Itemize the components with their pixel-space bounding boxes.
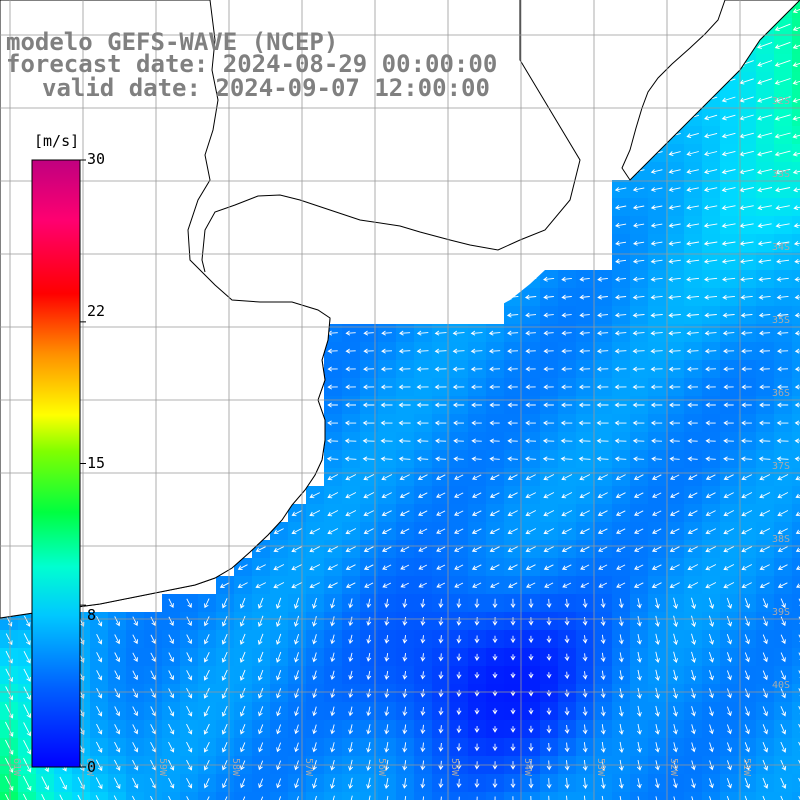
wind-speed-cell — [18, 792, 36, 800]
wind-speed-cell — [792, 792, 800, 800]
wind-speed-cell — [90, 792, 108, 800]
wind-speed-cell — [792, 720, 800, 738]
wind-speed-cell — [792, 468, 800, 486]
longitude-label: 61W — [11, 758, 22, 777]
wind-speed-cell — [180, 792, 198, 800]
wind-speed-cell — [702, 792, 720, 800]
longitude-label: 57W — [303, 758, 314, 777]
latitude-label: 39S — [772, 607, 790, 618]
wind-speed-cell — [648, 792, 666, 800]
wind-speed-cell — [792, 486, 800, 504]
wind-speed-cell — [198, 792, 216, 800]
wind-speed-cell — [342, 792, 360, 800]
longitude-label: 54W — [522, 758, 533, 777]
wind-speed-cell — [792, 540, 800, 558]
colorbar-tick-label: 8 — [87, 606, 96, 624]
wind-speed-cell — [324, 792, 342, 800]
latitude-label: 35S — [772, 315, 790, 326]
wind-speed-cell — [666, 792, 684, 800]
wind-speed-cell — [792, 108, 800, 126]
wind-speed-cell — [270, 792, 288, 800]
wind-speed-cell — [792, 666, 800, 684]
wind-speed-cell — [0, 792, 18, 800]
longitude-label: 51W — [741, 758, 752, 777]
wind-speed-cell — [54, 792, 72, 800]
wind-speed-cell — [288, 792, 306, 800]
colorbar-unit-label: [m/s] — [34, 132, 79, 150]
latitude-label: 38S — [772, 534, 790, 545]
wind-speed-cell — [792, 702, 800, 720]
colorbar — [32, 160, 86, 767]
wind-speed-cell — [144, 792, 162, 800]
colorbar-tick-label: 30 — [87, 150, 105, 168]
wind-speed-cell — [684, 792, 702, 800]
longitude-label: 59W — [157, 758, 168, 777]
longitude-label: 55W — [449, 758, 460, 777]
wind-speed-cell — [792, 594, 800, 612]
wind-speed-cell — [774, 792, 792, 800]
longitude-label: 56W — [376, 758, 387, 777]
wind-speed-cell — [792, 522, 800, 540]
colorbar-tick-label: 0 — [87, 758, 96, 776]
title-valid-date: valid date: 2024-09-07 12:00:00 — [42, 76, 490, 100]
wind-speed-cell — [306, 792, 324, 800]
wind-speed-cell — [108, 792, 126, 800]
wind-speed-cell — [792, 558, 800, 576]
wind-speed-cell — [36, 792, 54, 800]
wind-speed-cell — [630, 792, 648, 800]
wind-speed-cell — [756, 792, 774, 800]
wind-speed-cell — [792, 738, 800, 756]
wind-speed-cell — [234, 792, 252, 800]
wind-speed-cell — [162, 792, 180, 800]
colorbar-tick-label: 22 — [87, 302, 105, 320]
wind-speed-cell — [792, 648, 800, 666]
colorbar-gradient — [32, 160, 80, 767]
wind-speed-cell — [792, 630, 800, 648]
wind-speed-cell — [72, 792, 90, 800]
wind-speed-cell — [738, 792, 756, 800]
wind-speed-cell — [252, 792, 270, 800]
wind-speed-cell — [720, 792, 738, 800]
wind-speed-cell — [216, 792, 234, 800]
title-forecast-date: forecast date: 2024-08-29 00:00:00 — [6, 52, 497, 76]
latitude-label: 37S — [772, 461, 790, 472]
latitude-label: 33S — [772, 169, 790, 180]
latitude-label: 36S — [772, 388, 790, 399]
longitude-label: 53W — [595, 758, 606, 777]
wind-speed-cell — [792, 774, 800, 792]
wind-speed-cell — [126, 792, 144, 800]
latitude-label: 32S — [772, 96, 790, 107]
latitude-label: 34S — [772, 242, 790, 253]
wind-speed-cell — [792, 504, 800, 522]
wind-speed-cell — [792, 126, 800, 144]
colorbar-tick-label: 15 — [87, 454, 105, 472]
wind-speed-cell — [792, 576, 800, 594]
wind-speed-cell — [792, 612, 800, 630]
longitude-label: 58W — [230, 758, 241, 777]
latitude-label: 40S — [772, 680, 790, 691]
longitude-label: 52W — [668, 758, 679, 777]
wind-speed-cell — [792, 684, 800, 702]
